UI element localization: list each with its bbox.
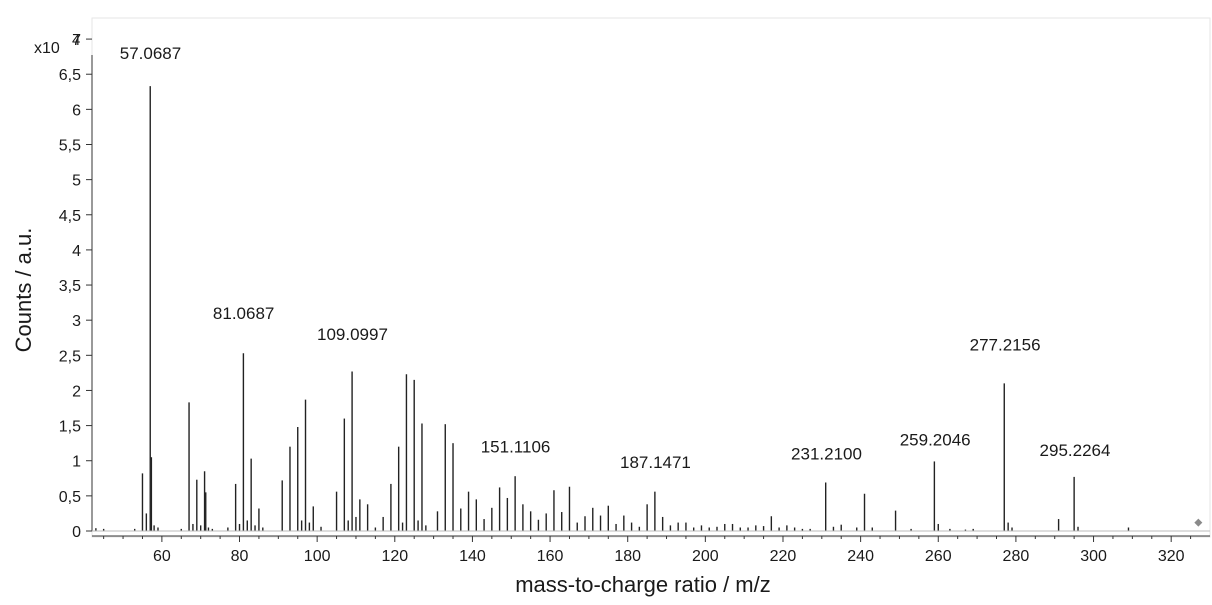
y-tick-label: 2,5	[59, 348, 81, 365]
x-tick-label: 140	[459, 548, 486, 565]
y-multiplier-exponent: 4	[72, 32, 80, 49]
x-tick-label: 320	[1158, 548, 1185, 565]
y-tick-label: 3	[72, 313, 81, 330]
y-tick-label: 5	[72, 173, 81, 190]
peak-label: 231.2100	[791, 444, 862, 463]
y-tick-label: 0,5	[59, 489, 81, 506]
peak-label: 259.2046	[900, 430, 971, 449]
y-tick-label: 5,5	[59, 137, 81, 154]
peak-label: 81.0687	[213, 304, 274, 323]
y-tick-label: 4,5	[59, 208, 81, 225]
y-axis-title: Counts / a.u.	[11, 228, 36, 353]
y-tick-label: 6	[72, 102, 81, 119]
peak-label: 277.2156	[970, 335, 1041, 354]
y-tick-label: 3,5	[59, 278, 81, 295]
diamond-marker	[1194, 518, 1203, 527]
x-tick-label: 280	[1003, 548, 1030, 565]
x-tick-label: 80	[231, 548, 249, 565]
x-axis-title: mass-to-charge ratio / m/z	[515, 572, 771, 597]
peak-label: 187.1471	[620, 453, 691, 472]
y-tick-label: 1	[72, 454, 81, 471]
peak-sticks	[95, 86, 1130, 531]
y-tick-label: 4	[72, 243, 81, 260]
x-tick-label: 160	[537, 548, 564, 565]
y-tick-label: 7	[72, 32, 81, 49]
x-tick-label: 220	[770, 548, 797, 565]
peak-label: 151.1106	[481, 437, 551, 456]
x-tick-label: 300	[1080, 548, 1107, 565]
x-tick-label: 180	[614, 548, 641, 565]
x-tick-label: 200	[692, 548, 719, 565]
ticks: 0 0,5 1 1,5 2 2,5 3 3,5 4 4,5 5 5,5 6 6,5 7 60 80 100 120 1…	[59, 32, 1192, 565]
y-tick-label: 0	[72, 524, 81, 541]
x-tick-label: 60	[153, 548, 171, 565]
x-tick-label: 120	[381, 548, 408, 565]
y-tick-label: 6,5	[59, 67, 81, 84]
y-multiplier-label: x10	[34, 40, 60, 57]
y-tick-label: 2	[72, 383, 81, 400]
x-tick-label: 240	[847, 548, 874, 565]
peak-annotations: 57.0687 81.0687 109.0997 151.1106 187.1471 23…	[120, 44, 1203, 527]
x-tick-label: 260	[925, 548, 952, 565]
peak-label: 57.0687	[120, 44, 181, 63]
y-tick-label: 1,5	[59, 419, 81, 436]
peak-label: 109.0997	[317, 325, 388, 344]
x-tick-label: 100	[304, 548, 331, 565]
peak-label: 295.2264	[1040, 441, 1111, 460]
